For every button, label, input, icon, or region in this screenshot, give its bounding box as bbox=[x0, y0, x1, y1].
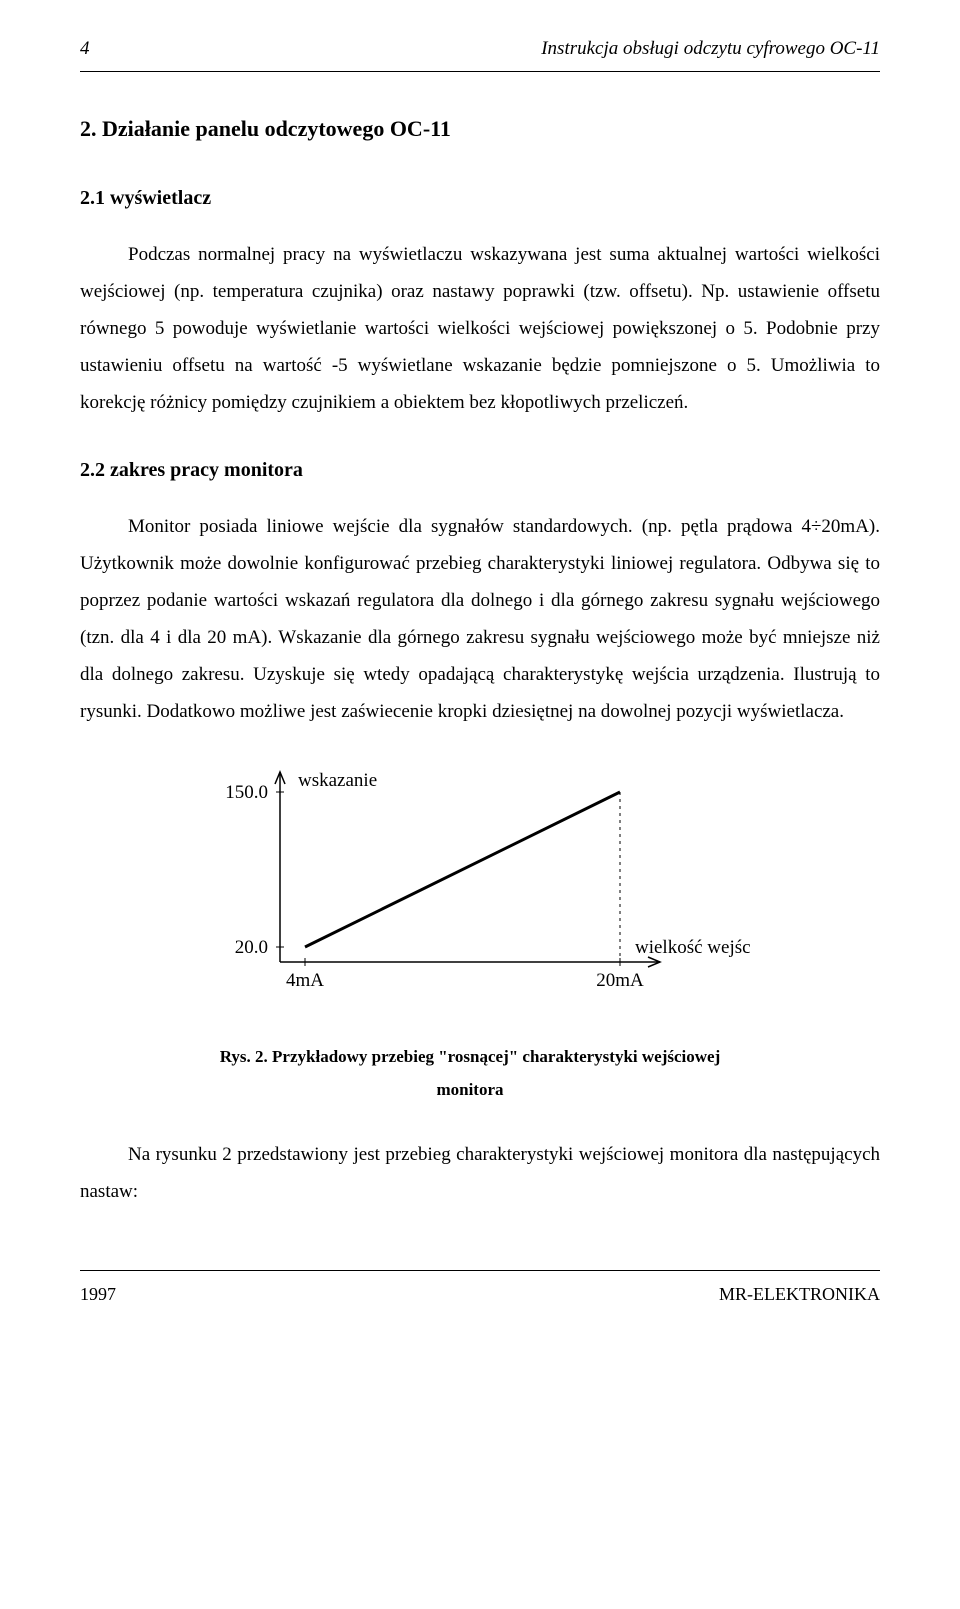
figure-2-caption: Rys. 2. Przykładowy przebieg "rosnącej" … bbox=[190, 1040, 750, 1106]
footer-year: 1997 bbox=[80, 1277, 116, 1312]
svg-text:20.0: 20.0 bbox=[235, 937, 268, 958]
section-2-heading: 2. Działanie panelu odczytowego OC-11 bbox=[80, 108, 880, 151]
page-header: 4 Instrukcja obsługi odczytu cyfrowego O… bbox=[80, 30, 880, 72]
figure-2: wskazanie wielkość wejściowa 150.0 20.0 4mA 2… bbox=[190, 752, 750, 1105]
footer-company: MR-ELEKTRONIKA bbox=[719, 1277, 880, 1312]
running-title: Instrukcja obsługi odczytu cyfrowego OC-… bbox=[541, 30, 880, 67]
paragraph-2-2: Monitor posiada liniowe wejście dla sygn… bbox=[80, 508, 880, 730]
page-footer: 1997 MR-ELEKTRONIKA bbox=[80, 1270, 880, 1312]
svg-text:150.0: 150.0 bbox=[225, 782, 268, 803]
svg-text:20mA: 20mA bbox=[596, 970, 644, 991]
page-number: 4 bbox=[80, 30, 90, 67]
paragraph-2-1: Podczas normalnej pracy na wyświetlaczu … bbox=[80, 236, 880, 421]
svg-text:4mA: 4mA bbox=[286, 970, 324, 991]
paragraph-after-figure: Na rysunku 2 przedstawiony jest przebieg… bbox=[80, 1136, 880, 1210]
section-2-1-heading: 2.1 wyświetlacz bbox=[80, 179, 880, 218]
chart-line-rising: wskazanie wielkość wejściowa 150.0 20.0 4mA 2… bbox=[190, 752, 750, 1012]
svg-text:wielkość wejściowa: wielkość wejściowa bbox=[635, 937, 750, 958]
section-2-2-heading: 2.2 zakres pracy monitora bbox=[80, 451, 880, 490]
svg-text:wskazanie: wskazanie bbox=[298, 770, 377, 791]
